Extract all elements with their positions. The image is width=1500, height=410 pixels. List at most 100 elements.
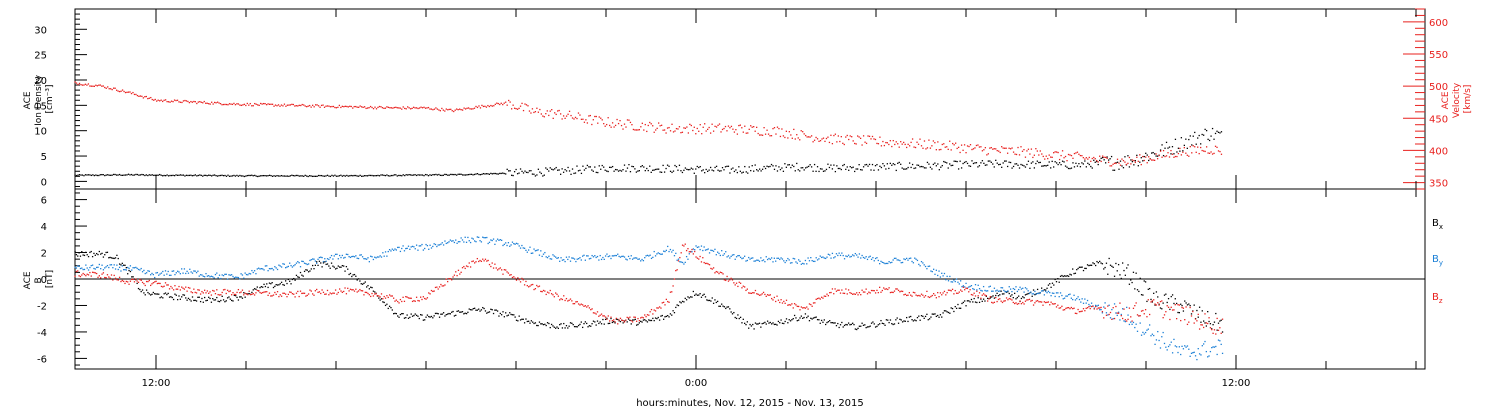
- density-point: [432, 173, 434, 176]
- velocity-point: [992, 148, 994, 150]
- velocity-point: [995, 148, 997, 150]
- bx-point: [414, 313, 416, 315]
- bz-point: [555, 292, 557, 294]
- by-point: [1130, 321, 1132, 323]
- bx-point: [1144, 281, 1147, 283]
- bz-point: [839, 292, 842, 294]
- density-point: [989, 160, 991, 162]
- bz-point: [977, 295, 979, 297]
- bx-point: [1119, 274, 1121, 276]
- velocity-point: [861, 144, 863, 146]
- velocity-point: [325, 105, 327, 107]
- velocity-point: [1005, 147, 1007, 149]
- bz-point: [418, 300, 420, 302]
- velocity-point: [567, 113, 569, 115]
- density-point: [1112, 169, 1114, 171]
- bz-point: [680, 252, 682, 254]
- density-point: [1015, 163, 1018, 165]
- velocity-point: [124, 91, 127, 94]
- density-point: [1008, 161, 1010, 163]
- velocity-point: [683, 127, 685, 129]
- by-point: [803, 263, 805, 265]
- velocity-point: [646, 130, 648, 133]
- bz-point: [1036, 300, 1039, 302]
- density-point: [366, 175, 369, 177]
- bz-point: [533, 288, 535, 291]
- by-point: [183, 268, 186, 270]
- velocity-point: [1097, 161, 1099, 163]
- velocity-point: [658, 122, 660, 124]
- bx-point: [1165, 293, 1167, 295]
- bz-point: [904, 293, 906, 295]
- velocity-point: [756, 126, 758, 129]
- density-point: [127, 173, 130, 175]
- density-point: [211, 175, 213, 177]
- density-point: [707, 170, 709, 172]
- by-point: [393, 249, 395, 251]
- velocity-point: [724, 125, 727, 128]
- by-point: [1045, 290, 1047, 293]
- velocity-point: [280, 104, 283, 106]
- density-point: [423, 175, 425, 177]
- by-point: [627, 255, 630, 258]
- density-point: [807, 165, 810, 168]
- by-point: [181, 268, 183, 270]
- density-point: [821, 168, 823, 170]
- velocity-point: [904, 143, 906, 146]
- by-point: [868, 256, 870, 258]
- velocity-point: [601, 119, 603, 121]
- by-point: [704, 249, 707, 251]
- bz-point: [934, 294, 936, 297]
- velocity-point: [398, 107, 400, 109]
- density-point: [1009, 161, 1012, 164]
- bx-point: [955, 307, 958, 310]
- density-point: [686, 168, 688, 171]
- velocity-point: [227, 104, 229, 106]
- velocity-point: [837, 135, 839, 137]
- bx-point: [984, 300, 986, 302]
- velocity-point: [1122, 159, 1125, 162]
- by-point: [307, 263, 310, 265]
- by-point: [475, 241, 477, 243]
- by-point: [919, 265, 921, 267]
- density-point: [766, 165, 768, 167]
- density-point: [856, 168, 859, 170]
- velocity-point: [983, 149, 985, 151]
- velocity-point: [1050, 156, 1052, 158]
- bx-point: [255, 288, 257, 290]
- bx-point: [430, 315, 433, 318]
- density-point: [897, 162, 899, 164]
- bz-point: [177, 288, 179, 290]
- bx-point: [186, 299, 188, 301]
- bz-point: [903, 294, 905, 296]
- bx-point: [480, 309, 483, 311]
- density-point: [530, 170, 532, 172]
- bx-point: [341, 264, 343, 267]
- density-point: [634, 168, 636, 170]
- density-point: [598, 165, 600, 167]
- density-point: [638, 170, 640, 172]
- velocity-point: [518, 107, 520, 110]
- by-point: [915, 258, 917, 260]
- bx-point: [214, 299, 217, 301]
- bx-point: [158, 293, 160, 295]
- density-point: [224, 174, 226, 177]
- density-point: [702, 169, 704, 171]
- by-point: [926, 268, 928, 270]
- bx-point: [706, 299, 708, 301]
- velocity-point: [162, 100, 164, 103]
- velocity-point: [414, 107, 416, 109]
- density-point: [118, 173, 121, 176]
- bx-point: [237, 299, 240, 301]
- bx-point: [638, 322, 640, 324]
- velocity-point: [328, 105, 330, 107]
- by-point: [953, 279, 955, 281]
- velocity-point: [1015, 153, 1018, 156]
- by-point: [140, 267, 142, 270]
- bz-point: [723, 279, 726, 281]
- bz-point: [1192, 310, 1194, 313]
- density-point: [537, 168, 540, 170]
- density-point: [756, 169, 758, 171]
- by-point: [410, 246, 412, 248]
- velocity-point: [208, 103, 210, 105]
